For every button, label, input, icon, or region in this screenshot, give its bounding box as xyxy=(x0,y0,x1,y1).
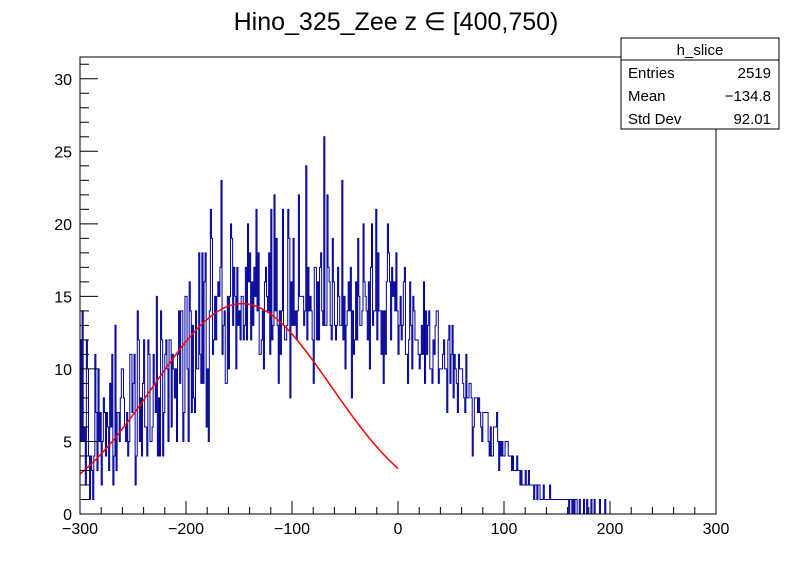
x-tick-label: −100 xyxy=(274,521,310,538)
stats-value: −134.8 xyxy=(725,88,771,105)
x-tick-label: 200 xyxy=(597,521,624,538)
stats-label: Std Dev xyxy=(628,111,682,128)
stats-label: Entries xyxy=(628,65,675,82)
y-tick-label: 15 xyxy=(54,289,72,306)
y-tick-label: 10 xyxy=(54,362,72,379)
x-tick-label: −200 xyxy=(168,521,204,538)
x-tick-label: 100 xyxy=(491,521,518,538)
y-tick-label: 5 xyxy=(63,434,72,451)
stats-label: Mean xyxy=(628,88,666,105)
fit-curve-group xyxy=(79,302,399,475)
histogram-line xyxy=(79,136,716,515)
x-tick-label: −300 xyxy=(62,521,98,538)
y-tick-label: 30 xyxy=(54,72,72,89)
y-axis: 0 5 10 15 20 25 30 xyxy=(54,63,98,524)
x-tick-label: 300 xyxy=(703,521,730,538)
histogram-bars xyxy=(79,136,716,515)
y-tick-label: 20 xyxy=(54,217,72,234)
stats-box-frame xyxy=(620,37,780,130)
stats-box-title: h_slice xyxy=(677,42,724,59)
x-axis: −300 −200 −100 0 100 200 300 xyxy=(62,501,729,538)
stats-value: 92.01 xyxy=(733,111,771,128)
x-tick-label: 0 xyxy=(394,521,403,538)
chart-title: Hino_325_Zee z ∈ [400,750) xyxy=(234,8,559,36)
gaussian-fit-curve xyxy=(79,302,399,475)
y-tick-label: 0 xyxy=(63,507,72,524)
y-tick-label: 25 xyxy=(54,144,72,161)
stats-value: 2519 xyxy=(738,65,771,82)
